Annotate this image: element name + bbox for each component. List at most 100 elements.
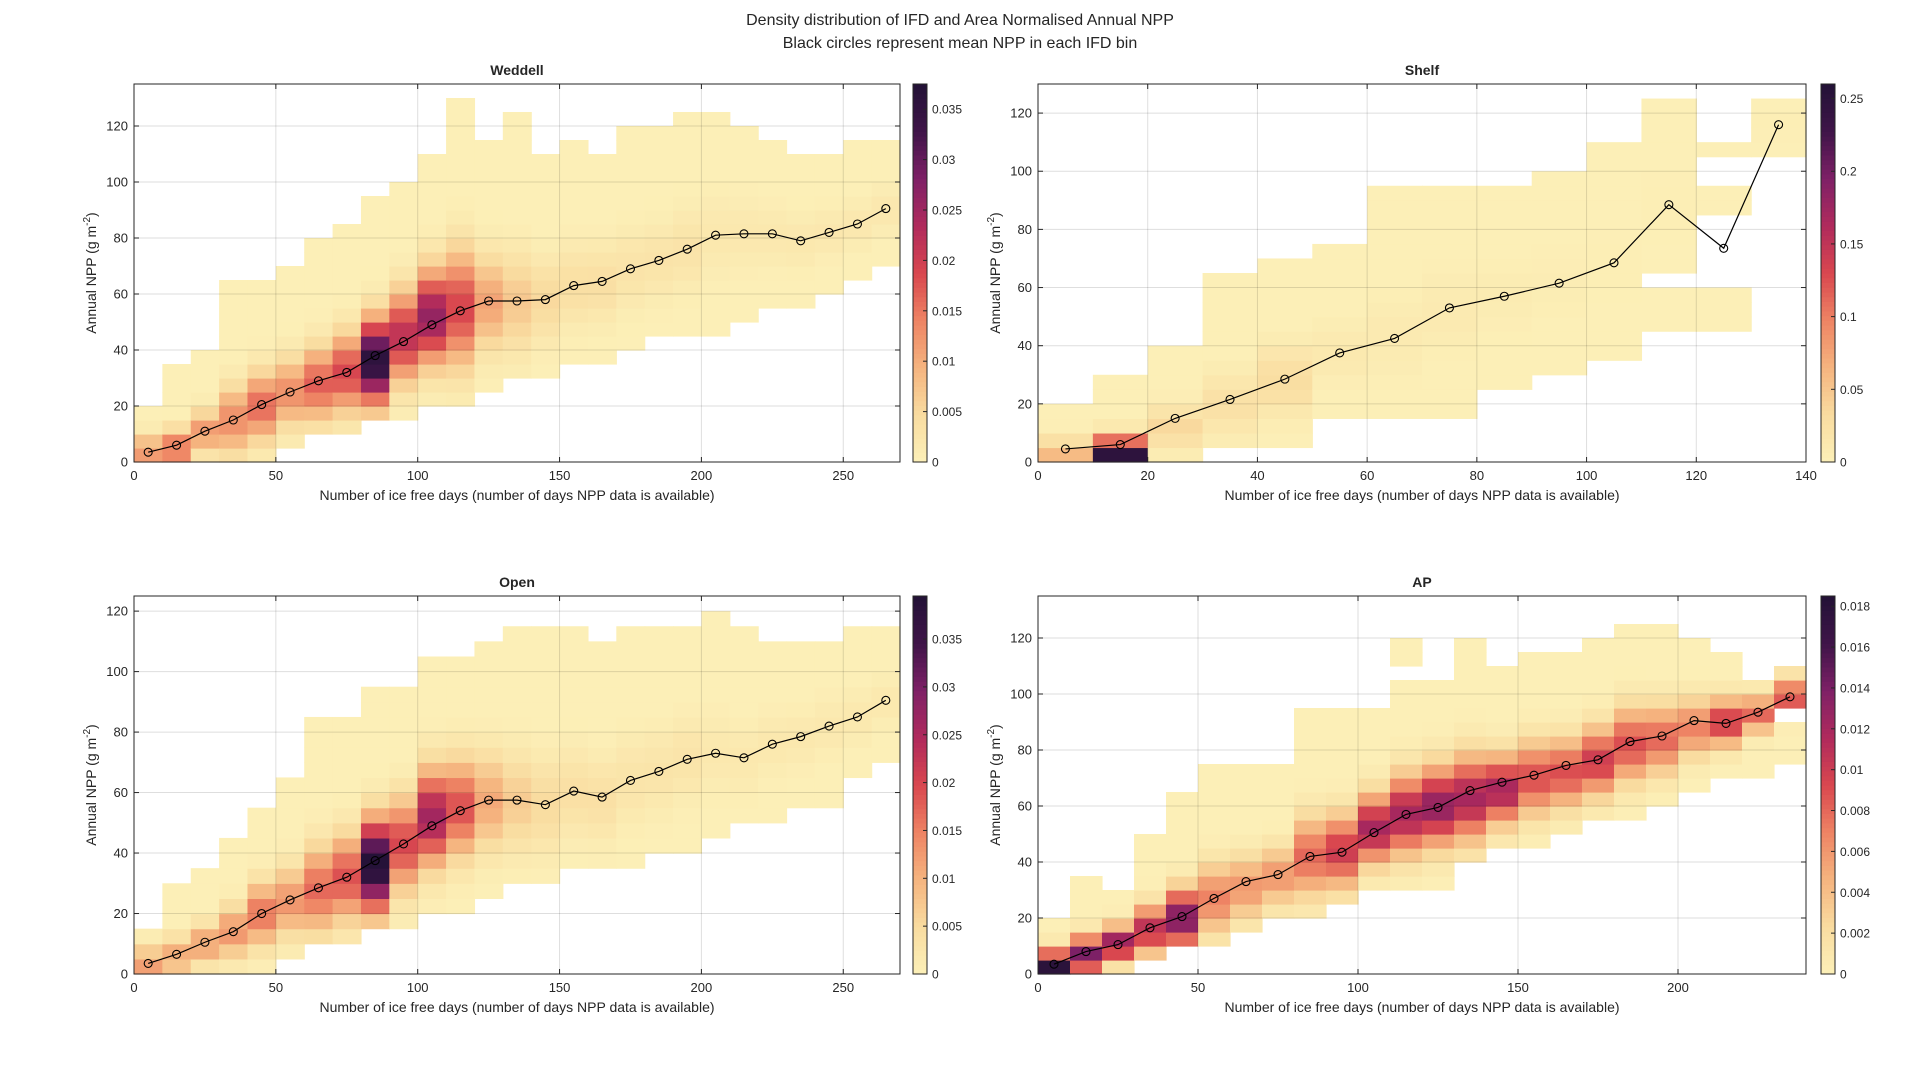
heatmap-cell bbox=[1678, 764, 1711, 779]
colorbar-segment bbox=[1821, 320, 1835, 326]
heatmap-cell bbox=[332, 406, 362, 421]
colorbar-segment bbox=[913, 676, 927, 682]
heatmap-cell bbox=[1166, 806, 1199, 821]
heatmap-cell bbox=[871, 168, 901, 183]
heatmap-cell bbox=[134, 448, 163, 463]
heatmap-cell bbox=[559, 747, 589, 763]
y-tick-label: 100 bbox=[1010, 687, 1032, 702]
heatmap-cell bbox=[219, 837, 249, 854]
heatmap-cell bbox=[1230, 778, 1263, 793]
heatmap-cell bbox=[417, 336, 447, 351]
heatmap-cell bbox=[1147, 447, 1204, 463]
heatmap-cell bbox=[134, 958, 163, 975]
heatmap-cell bbox=[1646, 708, 1679, 723]
heatmap-cell bbox=[162, 392, 192, 407]
heatmap-cell bbox=[1390, 778, 1423, 793]
mean-npp-point bbox=[1554, 278, 1564, 288]
heatmap-cell bbox=[1262, 820, 1295, 835]
heatmap-cell bbox=[1102, 946, 1135, 961]
heatmap-cell bbox=[1070, 918, 1103, 933]
heatmap-cell bbox=[1774, 666, 1807, 681]
heatmap-cell bbox=[1358, 848, 1391, 863]
heatmap-cell bbox=[1198, 932, 1231, 947]
heatmap-cell bbox=[247, 378, 277, 393]
heatmap-cell bbox=[531, 266, 561, 281]
colorbar-segment bbox=[1821, 969, 1835, 975]
heatmap-cell bbox=[247, 434, 277, 449]
heatmap-cell bbox=[531, 762, 561, 779]
heatmap-cell bbox=[474, 182, 504, 197]
heatmap-cell bbox=[1358, 778, 1391, 793]
colorbar-segment bbox=[913, 945, 927, 951]
mean-npp-point bbox=[540, 295, 550, 305]
heatmap-cell bbox=[1390, 722, 1423, 737]
heatmap-cell bbox=[729, 294, 759, 309]
heatmap-cell bbox=[1367, 273, 1423, 289]
colorbar-segment bbox=[1821, 117, 1835, 123]
heatmap-cell bbox=[531, 626, 561, 642]
colorbar-segment bbox=[1821, 718, 1835, 725]
heatmap-cell bbox=[843, 671, 873, 688]
colorbar-tick-label: 0.1 bbox=[1840, 310, 1857, 324]
x-tick-label: 140 bbox=[1795, 468, 1817, 483]
heatmap-cell bbox=[644, 210, 674, 225]
heatmap-cell bbox=[190, 898, 220, 915]
heatmap-cell bbox=[616, 322, 646, 337]
colorbar-segment bbox=[913, 159, 927, 165]
colorbar-segment bbox=[913, 652, 927, 659]
heatmap-cell bbox=[304, 280, 334, 295]
heatmap-cell bbox=[729, 126, 759, 141]
heatmap-cell bbox=[644, 322, 674, 337]
heatmap-cell bbox=[446, 252, 476, 267]
heatmap-cell bbox=[1614, 694, 1647, 709]
heatmap-cell bbox=[1390, 750, 1423, 765]
heatmap-cell bbox=[1586, 243, 1643, 260]
heatmap-cell bbox=[1531, 214, 1588, 230]
heatmap-cell bbox=[673, 266, 703, 281]
heatmap-cell bbox=[219, 853, 249, 869]
heatmap-cell bbox=[1586, 316, 1643, 332]
heatmap-cell bbox=[701, 154, 731, 169]
heatmap-cell bbox=[814, 252, 844, 267]
heatmap-cell bbox=[1257, 287, 1313, 303]
heatmap-cell bbox=[616, 308, 646, 323]
colorbar-segment bbox=[913, 690, 927, 696]
heatmap-cell bbox=[758, 182, 788, 197]
mean-npp-point bbox=[711, 748, 721, 758]
heatmap-cell bbox=[417, 266, 447, 281]
heatmap-cell bbox=[304, 928, 334, 945]
heatmap-cell bbox=[1614, 806, 1647, 821]
heatmap-cell bbox=[446, 168, 476, 183]
heatmap-cell bbox=[587, 747, 617, 763]
heatmap-cell bbox=[758, 168, 788, 183]
heatmap-cell bbox=[474, 777, 504, 794]
colorbar-segment bbox=[913, 254, 927, 260]
heatmap-cell bbox=[1390, 694, 1423, 709]
heatmap-cell bbox=[1646, 736, 1679, 751]
colorbar-segment bbox=[1821, 633, 1835, 640]
heatmap-cell bbox=[1486, 708, 1519, 723]
heatmap-cell bbox=[1326, 848, 1359, 863]
heatmap-cell bbox=[1294, 862, 1327, 877]
heatmap-cell bbox=[304, 392, 334, 407]
mean-npp-point bbox=[1444, 303, 1454, 313]
heatmap-cell bbox=[1198, 806, 1231, 821]
colorbar-segment bbox=[913, 178, 927, 184]
heatmap-cell bbox=[1518, 708, 1551, 723]
heatmap-cell bbox=[1531, 258, 1588, 274]
colorbar-segment bbox=[913, 424, 927, 430]
heatmap-cell bbox=[1257, 258, 1313, 274]
colorbar-tick-label: 0.03 bbox=[932, 680, 956, 694]
heatmap-cell bbox=[1586, 302, 1643, 318]
heatmap-cell bbox=[417, 364, 447, 379]
heatmap-cell bbox=[1476, 185, 1533, 201]
colorbar-segment bbox=[913, 310, 927, 317]
heatmap-cell bbox=[332, 853, 362, 869]
heatmap-cell bbox=[502, 853, 532, 869]
heatmap-cell bbox=[446, 732, 476, 748]
heatmap-cell bbox=[814, 280, 844, 295]
heatmap-cell bbox=[1678, 722, 1711, 737]
heatmap-cell bbox=[275, 928, 305, 945]
heatmap-cell bbox=[1422, 185, 1478, 201]
